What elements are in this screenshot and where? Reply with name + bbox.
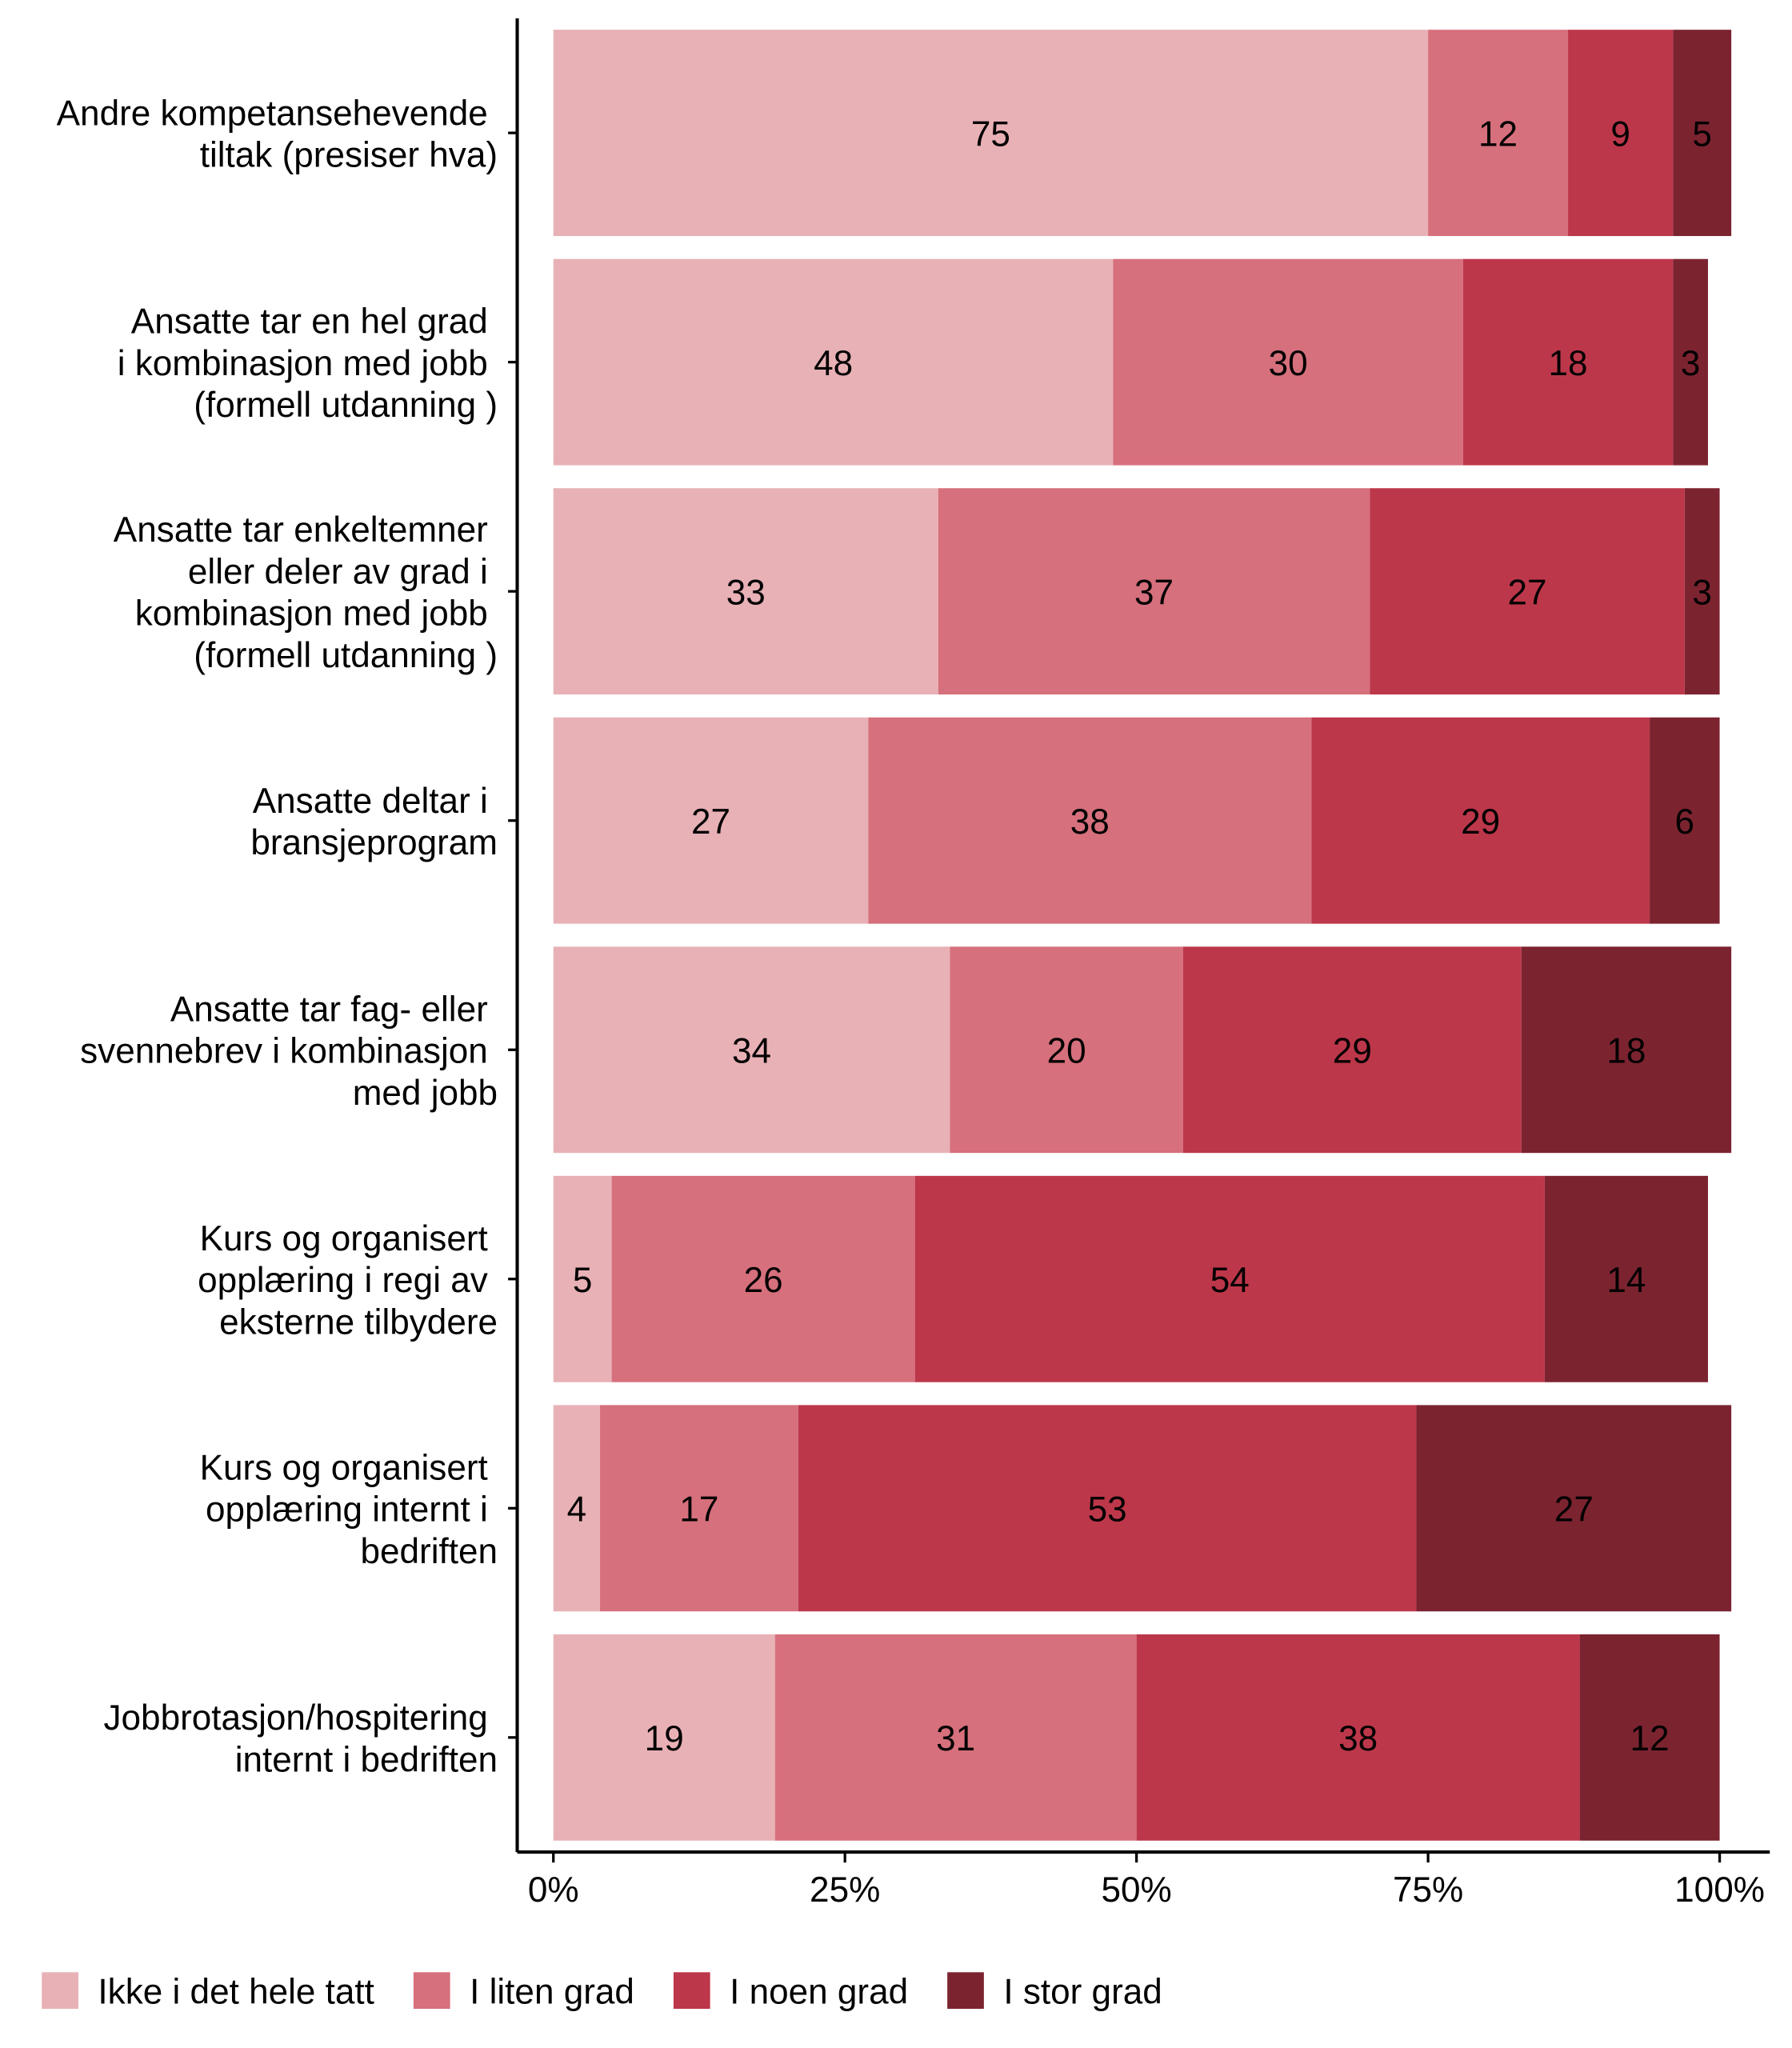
bar-segment [1521,946,1732,1154]
bar-segment [553,717,869,924]
bar-segment [553,30,1429,237]
y-tick-label: Kurs og organisert opplæring i regi av e… [198,1219,498,1342]
data-label: 3 [1681,344,1701,383]
data-label: 37 [1134,574,1174,613]
data-label: 30 [1269,344,1308,383]
data-label: 6 [1675,802,1695,842]
data-label: 9 [1610,114,1630,154]
legend-label: I stor grad [1003,1972,1162,2011]
bar-segment [938,488,1370,695]
bar-segment [1568,30,1674,237]
data-label: 53 [1088,1490,1127,1530]
bar-segment [553,1175,612,1382]
data-label: 48 [814,344,853,383]
y-tick-label: Jobbrotasjon/hospitering internt i bedri… [104,1698,498,1779]
data-label: 14 [1606,1261,1646,1300]
bar-segment [600,1405,798,1612]
bar-segment [553,946,950,1154]
data-label: 12 [1630,1719,1670,1758]
bar-segment [868,717,1312,924]
bar-segment [1650,717,1720,924]
y-tick-label: Ansatte tar en hel grad i kombinasjon me… [118,302,498,425]
bar-segment [1673,258,1708,466]
bar-segment [553,1405,601,1612]
data-label: 29 [1461,802,1500,842]
data-label: 18 [1549,344,1588,383]
data-label: 26 [744,1261,783,1300]
data-label: 5 [1692,114,1712,154]
data-label: 3 [1692,574,1712,613]
data-label: 19 [645,1719,684,1758]
bar-segment [553,488,938,695]
bar-segment [1113,258,1463,466]
y-tick-label: Ansatte tar fag- eller svennebrev i komb… [80,990,498,1112]
x-tick-label: 0% [528,1870,579,1910]
data-label: 29 [1333,1032,1372,1071]
bar-segment [553,1634,775,1841]
data-label: 34 [732,1032,771,1071]
legend-swatch [42,1972,78,2010]
data-label: 27 [691,802,730,842]
x-tick-label: 75% [1393,1870,1463,1910]
legend-label: I noen grad [730,1972,908,2011]
bar-segment [1428,30,1569,237]
data-label: 54 [1210,1261,1250,1300]
y-tick-label: Kurs og organisert opplæring internt i b… [200,1448,498,1570]
bar-segment [950,946,1183,1154]
bar-segment [611,1175,915,1382]
y-tick-label: Ansatte tar enkeltemner eller deler av g… [114,510,498,675]
legend-label: I liten grad [470,1972,634,2011]
data-label: 38 [1338,1719,1378,1758]
bar-segment [1416,1405,1732,1612]
data-label: 5 [573,1261,593,1300]
y-tick-label: Andre kompetansehevende tiltak (presiser… [57,94,498,174]
data-label: 33 [726,574,766,613]
data-label: 27 [1507,574,1546,613]
bar-segment [1673,30,1732,237]
x-tick-label: 25% [810,1870,880,1910]
x-tick-label: 100% [1674,1870,1765,1910]
data-label: 27 [1554,1490,1594,1530]
data-label: 75 [971,114,1010,154]
data-label: 18 [1606,1032,1646,1071]
data-label: 38 [1070,802,1110,842]
legend-swatch [413,1972,450,2010]
bar-segment [914,1175,1545,1382]
bar-segment [1136,1634,1580,1841]
bar-segment [1579,1634,1720,1841]
data-label: 31 [936,1719,975,1758]
bar-segment [1311,717,1650,924]
bar-segment [774,1634,1137,1841]
bar-segment [553,258,1114,466]
data-label: 12 [1478,114,1518,154]
legend-label: Ikke i det hele tatt [98,1972,374,2011]
bar-segment [1182,946,1522,1154]
y-tick-label: Ansatte deltar i bransjeprogram [250,782,498,862]
data-label: 17 [679,1490,718,1530]
data-label: 4 [567,1490,587,1530]
legend-swatch [947,1972,984,2010]
x-tick-label: 50% [1102,1870,1172,1910]
bar-segment [1544,1175,1708,1382]
bar-segment [1370,488,1685,695]
legend-swatch [673,1972,710,2010]
data-label: 20 [1047,1032,1086,1071]
bar-segment [1462,258,1674,466]
bar-segment [1684,488,1720,695]
bar-segment [798,1405,1417,1612]
